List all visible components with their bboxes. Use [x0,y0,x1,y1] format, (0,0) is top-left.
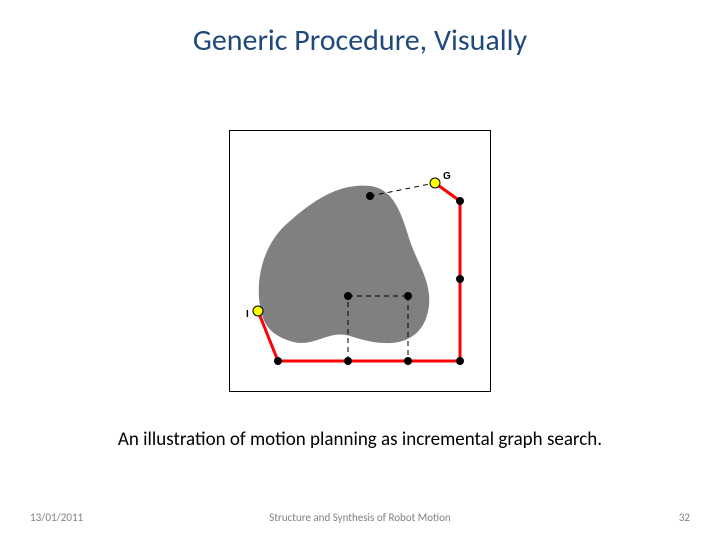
graph-node [344,357,352,365]
figure-caption: An illustration of motion planning as in… [0,428,720,451]
figure-container: IG [229,130,491,392]
start-node [253,306,263,316]
graph-node [456,357,464,365]
start-label: I [246,309,249,320]
graph-node [274,357,282,365]
graph-node [456,275,464,283]
figure-svg: IG [230,131,490,391]
slide: Generic Procedure, Visually IG An illust… [0,0,720,540]
goal-label: G [443,171,451,182]
figure-border: IG [229,130,491,392]
footer-course-title: Structure and Synthesis of Robot Motion [0,511,720,524]
footer: 13/01/2011 Structure and Synthesis of Ro… [0,506,720,524]
graph-node [366,192,374,200]
graph-node [456,197,464,205]
footer-page-number: 32 [679,511,690,524]
obstacle-blob [259,186,430,343]
slide-title: Generic Procedure, Visually [0,22,720,59]
graph-node [404,357,412,365]
goal-node [430,178,440,188]
graph-node [404,292,412,300]
graph-node [344,292,352,300]
